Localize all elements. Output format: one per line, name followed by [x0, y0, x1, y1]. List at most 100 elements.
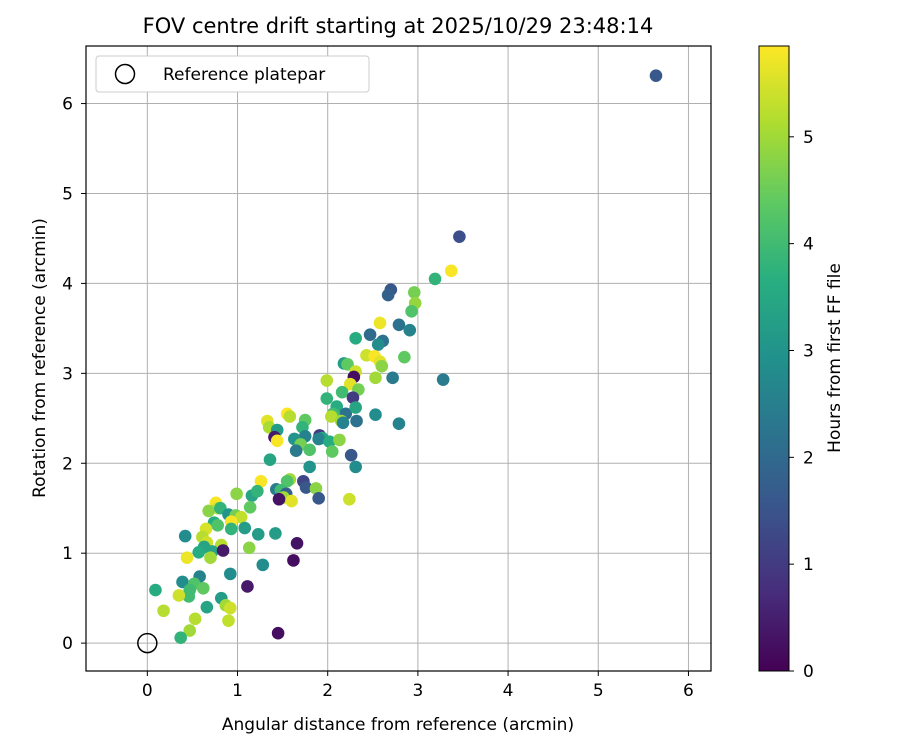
data-point: [272, 492, 286, 506]
colorbar-tick-label: 2: [803, 448, 814, 468]
x-tick-label: 2: [322, 681, 333, 701]
y-tick-label: 0: [62, 634, 73, 654]
data-point: [192, 545, 206, 559]
data-point: [428, 272, 442, 286]
y-tick-label: 2: [62, 454, 73, 474]
data-point: [320, 374, 334, 387]
legend-label-reference: Reference platepar: [163, 65, 325, 85]
y-tick-label: 3: [62, 364, 73, 384]
data-point: [224, 522, 238, 536]
x-tick-label: 4: [503, 681, 514, 701]
data-point: [202, 504, 215, 518]
plot-area: 0 1 2 3 4 5 6 0 1 2 3 4 5 6: [62, 45, 712, 701]
data-point: [309, 482, 323, 495]
data-point: [407, 286, 421, 299]
x-tick-label: 5: [593, 681, 604, 701]
data-point: [386, 371, 399, 385]
data-point: [323, 435, 336, 448]
data-point: [172, 589, 186, 602]
y-axis-label: Rotation from reference (arcmin): [30, 218, 50, 498]
colorbar: 0 1 2 3 4 5: [758, 45, 814, 682]
data-point: [149, 583, 162, 597]
data-point: [234, 510, 248, 524]
legend: Reference platepar: [95, 55, 370, 93]
data-point: [303, 460, 316, 474]
data-point: [238, 521, 252, 535]
data-point: [251, 484, 264, 498]
data-point: [333, 433, 346, 447]
data-point: [349, 331, 362, 345]
y-tick-label: 4: [62, 274, 73, 294]
data-point: [269, 527, 282, 540]
data-point: [243, 501, 257, 514]
data-point: [398, 350, 411, 364]
y-tick-label: 6: [62, 95, 73, 115]
data-point: [182, 590, 196, 603]
data-point: [222, 614, 235, 627]
data-point: [341, 358, 354, 371]
y-tick-label: 5: [62, 184, 73, 204]
y-tick-label: 1: [62, 544, 73, 564]
colorbar-label: Hours from first FF file: [825, 263, 845, 453]
data-point: [224, 601, 237, 615]
x-tick-label: 0: [142, 681, 153, 701]
data-point: [336, 416, 350, 430]
data-point: [271, 626, 285, 640]
data-point: [196, 581, 210, 595]
data-point: [178, 529, 192, 543]
data-point: [343, 492, 356, 506]
data-point: [287, 554, 300, 567]
data-point: [436, 373, 450, 386]
data-point: [241, 580, 254, 593]
colorbar-strip: [758, 45, 790, 672]
data-point: [444, 264, 458, 278]
data-point: [299, 481, 313, 494]
data-point: [157, 604, 170, 618]
data-point: [392, 318, 406, 332]
data-point: [344, 448, 358, 462]
data-point: [270, 434, 284, 448]
data-point: [224, 567, 237, 581]
data-point: [254, 474, 268, 488]
data-point: [303, 443, 316, 457]
data-point: [312, 432, 325, 446]
data-point: [349, 401, 362, 414]
data-point: [174, 631, 187, 645]
data-point: [251, 528, 265, 541]
data-point: [373, 316, 387, 330]
data-point: [200, 600, 214, 614]
data-point: [256, 558, 270, 572]
data-point: [289, 444, 303, 457]
data-point: [320, 392, 334, 405]
data-point: [346, 391, 360, 404]
data-point: [280, 474, 294, 488]
data-point: [204, 551, 217, 564]
colorbar-tick-label: 3: [803, 341, 814, 361]
data-point: [392, 417, 406, 430]
data-point: [325, 445, 339, 458]
data-point: [335, 385, 349, 399]
data-point: [325, 410, 338, 423]
data-point: [381, 288, 395, 302]
data-point: [183, 624, 197, 637]
legend-box: [95, 55, 370, 93]
data-point: [649, 69, 663, 82]
reference-platepar-marker: [137, 632, 158, 654]
x-tick-label: 1: [232, 681, 243, 701]
x-axis-label: Angular distance from reference (arcmin): [222, 715, 574, 735]
colorbar-tick-label: 0: [803, 662, 814, 682]
data-point: [216, 544, 230, 557]
data-point: [363, 328, 377, 341]
data-point: [211, 519, 224, 532]
data-point: [176, 575, 189, 589]
data-point: [369, 408, 382, 422]
data-point: [283, 410, 297, 423]
data-point: [369, 371, 382, 385]
x-tick-label: 3: [412, 681, 423, 701]
chart-title: FOV centre drift starting at 2025/10/29 …: [143, 14, 654, 38]
data-point: [263, 453, 277, 466]
data-point: [371, 338, 385, 351]
data-point: [349, 460, 362, 474]
data-point: [403, 323, 417, 337]
